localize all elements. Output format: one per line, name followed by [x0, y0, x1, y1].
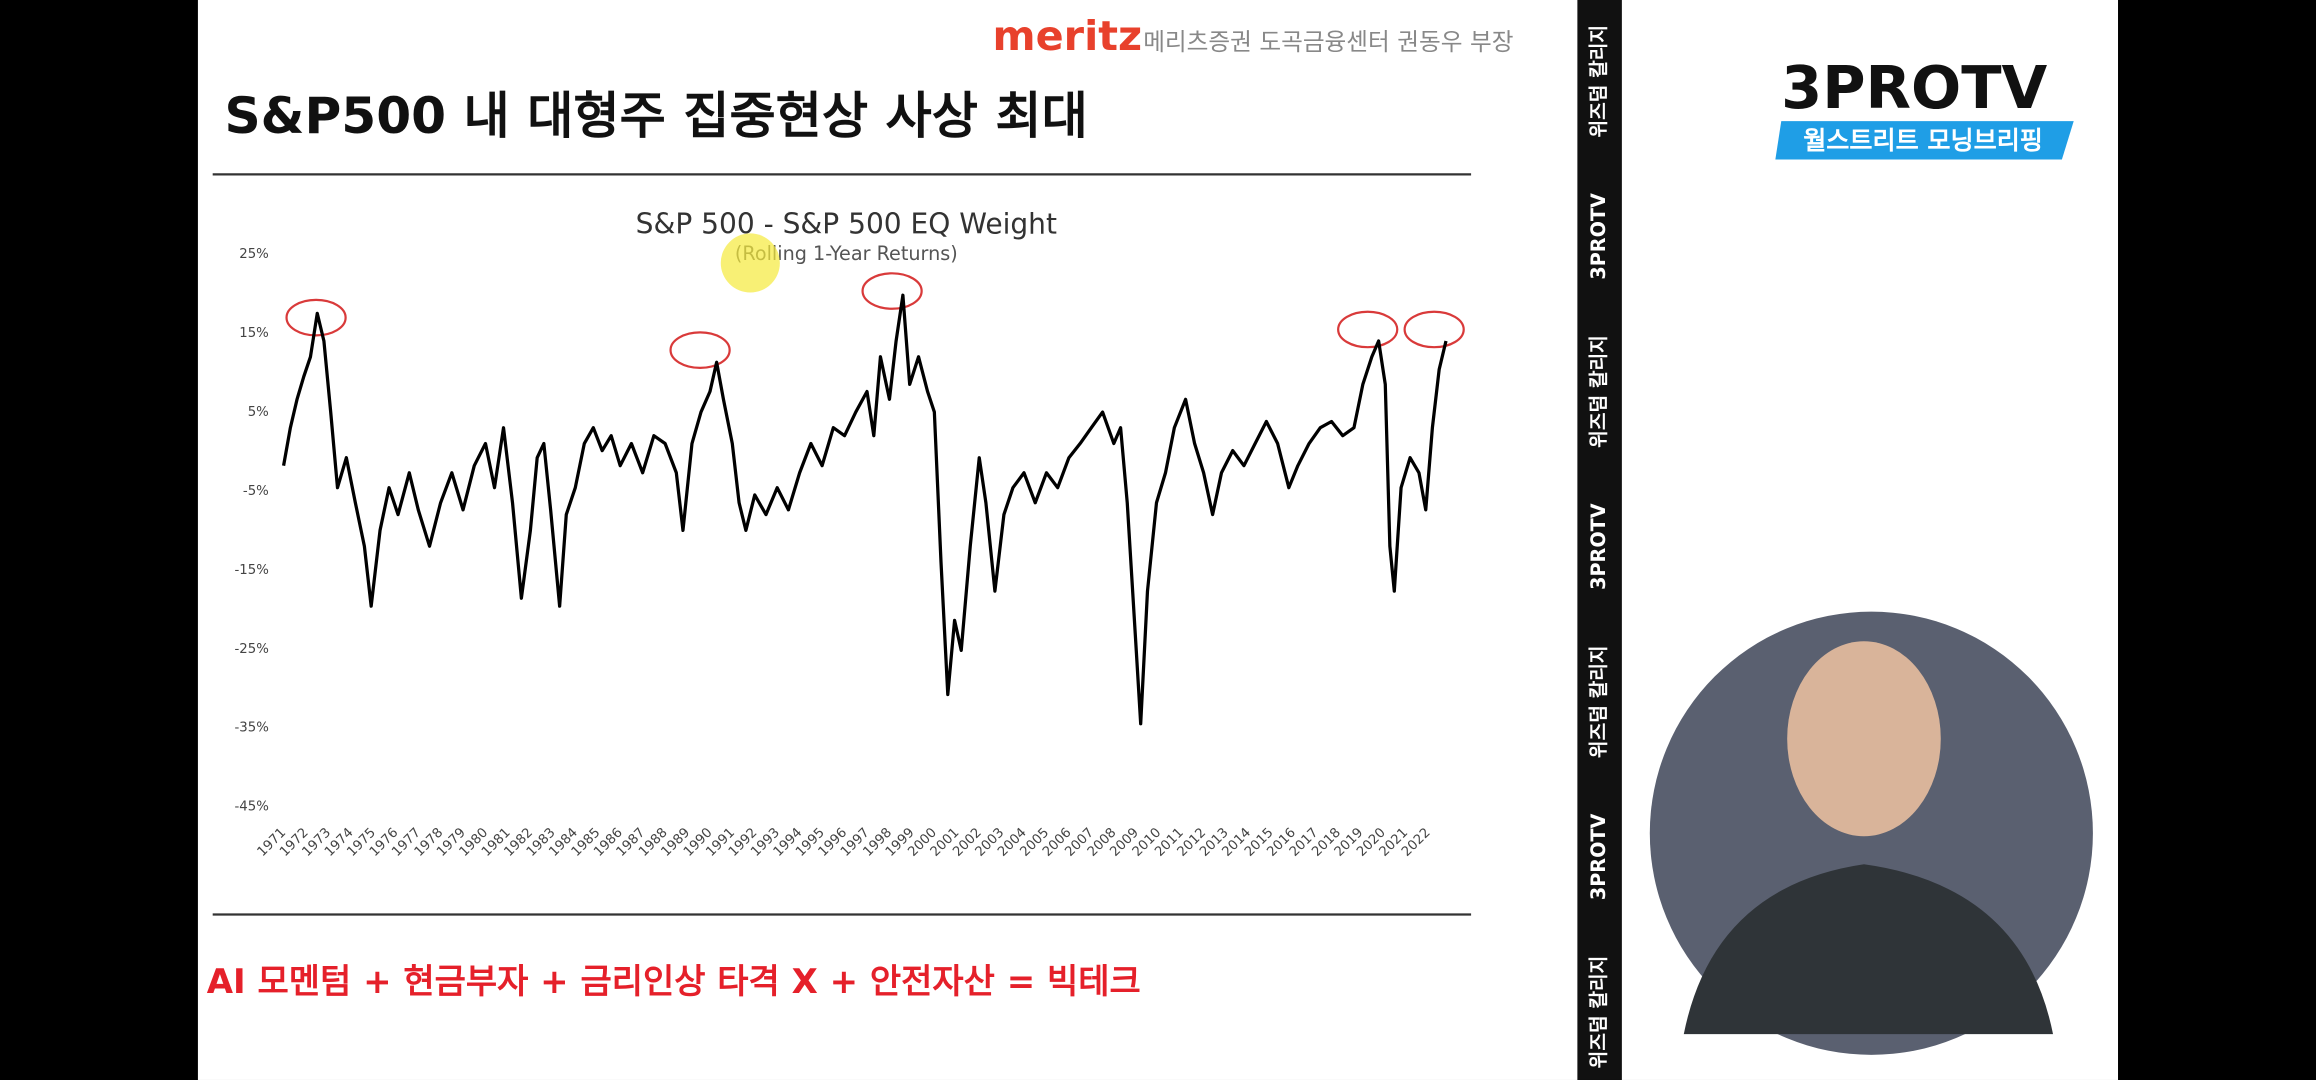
brand: meritz — [993, 12, 1143, 60]
presenter: 메리츠증권 도곡금융센터 권동우 부장 — [1143, 28, 1513, 56]
y-tick-label: -5% — [243, 484, 269, 499]
series-line — [281, 293, 1448, 726]
ticker-text: 위즈덤 칼리지 — [1587, 645, 1610, 758]
peak-circle — [1403, 310, 1465, 349]
y-tick-label: -35% — [235, 721, 269, 736]
slide — [197, 0, 1578, 1080]
ticker-text: 3PROTV — [1587, 814, 1610, 901]
y-tick-label: 15% — [239, 326, 269, 341]
y-tick-label: 25% — [239, 247, 269, 262]
slide-title: S&P500 내 대형주 집중현상 사상 최대 — [225, 86, 1088, 145]
program-badge — [1775, 121, 2074, 160]
cursor-highlight — [720, 233, 780, 293]
presenter-face — [1787, 641, 1941, 837]
program-name: 월스트리트 모닝브리핑 — [1803, 126, 2043, 155]
y-tick-label: -25% — [235, 642, 269, 657]
presenter-body — [1683, 864, 2054, 1035]
y-tick-label: -45% — [235, 800, 269, 815]
y-tick-label: 5% — [248, 405, 269, 420]
footnote: AI 모멘텀 + 현금부자 + 금리인상 타격 X + 안전자산 = 빅테크 — [207, 962, 1141, 1002]
ticker-text: 위즈덤 칼리지 — [1587, 25, 1610, 138]
channel-logo: 3PROTV — [1781, 53, 2047, 122]
peak-circles — [285, 272, 1465, 369]
y-tick-label: -15% — [235, 563, 269, 578]
peak-circle — [285, 298, 347, 337]
ticker-strip — [1577, 0, 1622, 1080]
ticker-text: 위즈덤 칼리지 — [1587, 956, 1610, 1069]
ticker-text: 3PROTV — [1587, 193, 1610, 280]
peak-circle — [1337, 310, 1399, 349]
chart-subtitle: (Rolling 1-Year Returns) — [735, 242, 958, 265]
ticker-text: 3PROTV — [1587, 503, 1610, 590]
chart-title: S&P 500 - S&P 500 EQ Weight — [636, 207, 1057, 240]
peak-circle — [861, 272, 923, 310]
ticker-text: 위즈덤 칼리지 — [1587, 335, 1610, 448]
peak-circle — [669, 331, 731, 369]
